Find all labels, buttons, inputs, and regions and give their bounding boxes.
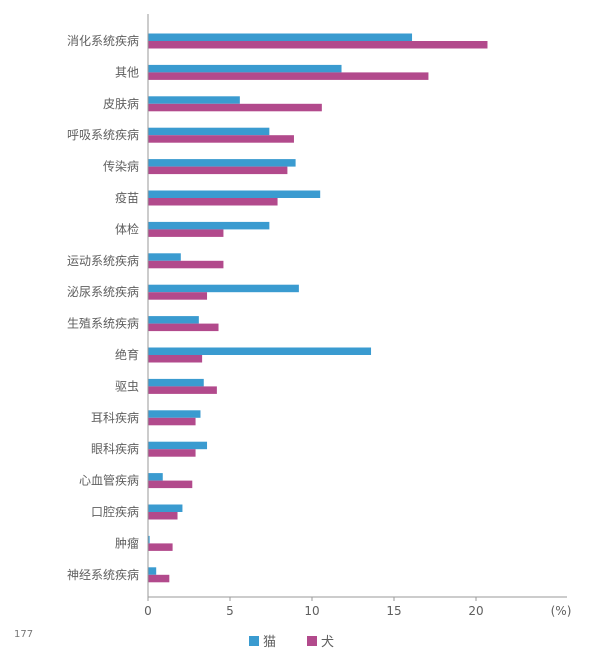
dog-bar (148, 166, 288, 175)
cat-bar (148, 441, 208, 450)
dog-bar (148, 41, 488, 49)
cat-bar (148, 473, 163, 481)
category-label: 皮肤病 (103, 96, 139, 111)
x-tick-label: 20 (468, 604, 483, 618)
category-label: 口腔疾病 (91, 504, 139, 519)
cat-bar (148, 410, 201, 418)
dog-bar (148, 260, 224, 269)
cat-bar (148, 96, 240, 104)
cat-bar (148, 64, 342, 73)
category-label: 肿瘤 (115, 535, 139, 550)
category-label: 神经系统疾病 (67, 567, 139, 582)
dog-bar (148, 574, 170, 583)
cat-bar (148, 190, 321, 198)
category-labels: 消化系统疾病其他皮肤病呼吸系统疾病传染病疫苗体检运动系统疾病泌尿系统疾病生殖系统… (67, 33, 139, 582)
category-label: 体检 (115, 221, 139, 236)
category-label: 眼科疾病 (91, 441, 139, 456)
x-tick-label: 5 (226, 604, 234, 618)
category-label: 疫苗 (115, 190, 139, 205)
dog-bar (148, 292, 208, 300)
cat-bar (148, 33, 413, 41)
dog-legend-label: 犬 (321, 635, 334, 650)
dog-bar (148, 512, 178, 520)
category-label: 泌尿系统疾病 (67, 284, 139, 299)
cat-bar (148, 316, 199, 324)
dog-bar (148, 543, 173, 551)
dog-bar (148, 449, 196, 457)
category-label: 绝育 (115, 347, 139, 362)
cat-legend-swatch (249, 636, 259, 646)
dog-bar (148, 355, 203, 363)
category-label: 传染病 (103, 159, 139, 174)
category-label: 驱虫 (115, 379, 139, 393)
x-axis-ticks: 0 5 10 15 20 (144, 597, 484, 618)
category-label: 耳科疾病 (91, 410, 139, 425)
cat-bar (148, 159, 296, 167)
category-label: 呼吸系统疾病 (67, 127, 139, 142)
cat-bar (148, 253, 181, 261)
cat-bar (148, 535, 150, 544)
dog-bar (148, 103, 322, 112)
category-label: 消化系统疾病 (67, 33, 139, 48)
x-tick-label: 0 (144, 604, 152, 618)
cat-bar (148, 567, 157, 575)
page-number: 177 (14, 629, 33, 640)
x-tick-label: 15 (386, 604, 401, 618)
cat-bar (148, 504, 183, 512)
category-label: 生殖系统疾病 (67, 316, 139, 331)
dog-bar (148, 386, 217, 394)
dog-bar (148, 480, 193, 489)
category-label: 运动系统疾病 (67, 253, 139, 268)
dog-bar (148, 323, 219, 332)
category-label: 其他 (115, 65, 139, 79)
x-tick-label: 10 (304, 604, 319, 618)
cat-bar (148, 221, 270, 230)
bars (148, 33, 488, 583)
legend: 猫犬 (249, 635, 334, 650)
cat-bar (148, 347, 372, 355)
cat-bar (148, 378, 204, 387)
dog-bar (148, 72, 429, 80)
x-axis-unit-label: (%) (551, 604, 572, 618)
dog-bar (148, 417, 196, 426)
dog-bar (148, 135, 294, 143)
category-label: 心血管疾病 (79, 473, 139, 488)
cat-bar (148, 127, 270, 136)
cat-bar (148, 284, 299, 293)
cat-legend-label: 猫 (263, 635, 276, 650)
dog-legend-swatch (307, 636, 317, 646)
dog-bar (148, 229, 224, 237)
dog-bar (148, 198, 278, 206)
